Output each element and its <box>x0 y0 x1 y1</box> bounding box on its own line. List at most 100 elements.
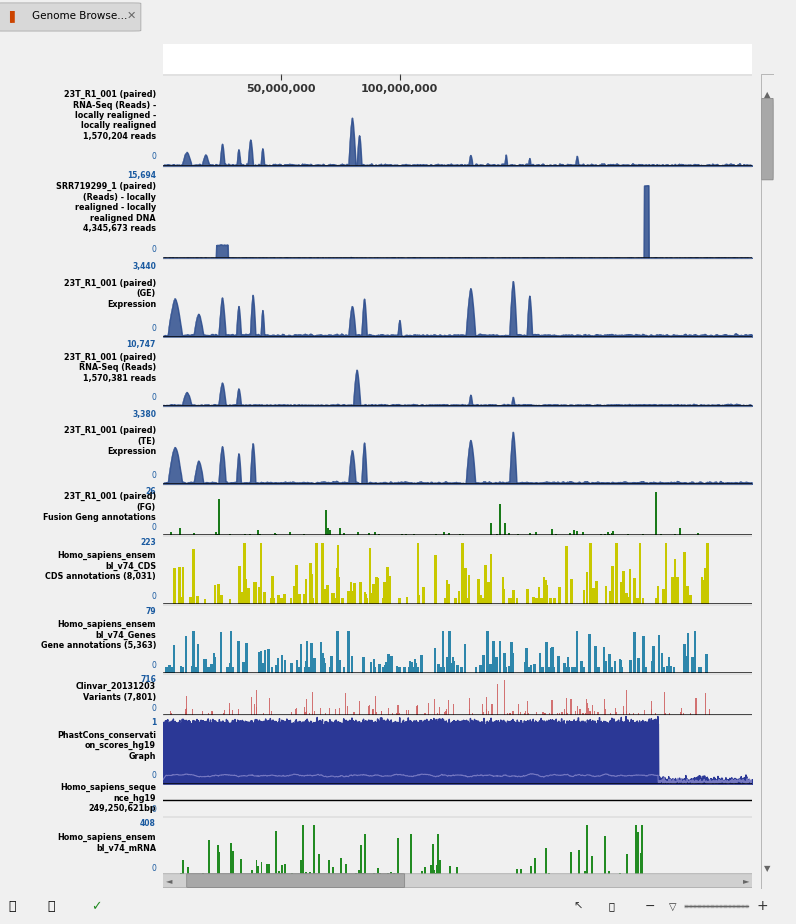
Bar <box>548 712 550 714</box>
Bar <box>683 553 685 604</box>
Bar <box>479 595 482 604</box>
Bar <box>594 711 595 714</box>
Bar <box>340 857 341 876</box>
Bar <box>689 595 692 604</box>
Bar <box>629 569 631 604</box>
Bar <box>545 585 548 604</box>
Bar <box>434 580 436 604</box>
Bar <box>706 543 708 604</box>
Text: Homo_sapiens_ensem
bl_v74_CDS
CDS annotations (8,031): Homo_sapiens_ensem bl_v74_CDS CDS annota… <box>45 551 156 581</box>
Bar <box>417 543 419 604</box>
Bar <box>626 854 628 876</box>
Text: 0: 0 <box>151 394 156 402</box>
Bar <box>443 711 445 714</box>
Bar <box>315 578 318 604</box>
Bar <box>353 589 357 604</box>
Bar <box>357 869 360 876</box>
Bar <box>586 699 587 714</box>
Bar <box>378 664 380 674</box>
Bar <box>449 867 451 876</box>
Bar <box>622 571 625 604</box>
Bar <box>170 711 171 714</box>
Bar <box>321 598 323 604</box>
Bar <box>662 667 665 674</box>
Bar <box>572 667 575 674</box>
Bar <box>691 657 693 674</box>
Bar <box>258 651 260 674</box>
Bar <box>228 667 231 674</box>
Bar <box>464 567 466 604</box>
Bar <box>592 705 593 714</box>
Bar <box>657 635 660 674</box>
Bar <box>424 712 426 714</box>
Bar <box>369 532 370 535</box>
Bar <box>256 866 259 876</box>
Bar <box>497 685 498 714</box>
Bar <box>310 643 313 674</box>
Bar <box>217 852 220 876</box>
Bar <box>373 659 376 674</box>
Bar <box>654 712 656 714</box>
Bar <box>196 596 198 604</box>
Bar <box>482 598 485 604</box>
Bar <box>630 660 632 674</box>
Bar <box>295 565 298 604</box>
Bar <box>192 599 194 604</box>
Bar <box>692 667 694 674</box>
Bar <box>586 572 588 604</box>
Bar <box>479 665 482 674</box>
Bar <box>382 666 384 674</box>
Bar <box>705 654 708 674</box>
Bar <box>229 703 230 714</box>
Bar <box>364 591 366 604</box>
Bar <box>349 582 353 604</box>
Bar <box>615 543 618 604</box>
Bar <box>686 656 689 674</box>
Bar <box>254 704 255 714</box>
Bar <box>533 667 537 674</box>
Bar <box>365 598 369 604</box>
Bar <box>451 663 453 674</box>
Bar <box>563 663 566 674</box>
Bar <box>347 630 349 674</box>
Bar <box>309 712 310 714</box>
Bar <box>307 667 310 674</box>
Bar <box>420 655 423 674</box>
Bar <box>575 711 576 714</box>
Text: 79: 79 <box>146 607 156 616</box>
Bar <box>644 710 646 714</box>
Bar <box>305 665 307 674</box>
Bar <box>595 647 597 674</box>
Text: 23T_R1_001 (paired)
(TE)
Expression: 23T_R1_001 (paired) (TE) Expression <box>64 426 156 456</box>
Bar <box>603 533 606 535</box>
Bar <box>427 703 429 714</box>
Bar <box>382 598 385 604</box>
Bar <box>434 598 436 604</box>
Bar <box>364 834 366 876</box>
Bar <box>338 661 341 674</box>
Text: −: − <box>645 900 655 913</box>
Text: 3,440: 3,440 <box>132 262 156 272</box>
Bar <box>403 667 406 674</box>
Bar <box>374 667 377 674</box>
Text: 23T_R1_001 (paired)
RNA-Seq (Reads) -
locally realigned -
locally realigned
1,57: 23T_R1_001 (paired) RNA-Seq (Reads) - lo… <box>64 90 156 140</box>
Bar <box>223 712 224 714</box>
Bar <box>185 712 186 714</box>
Bar <box>464 598 466 604</box>
Bar <box>451 657 455 674</box>
Bar <box>677 578 679 604</box>
Bar <box>564 667 568 674</box>
Bar <box>538 588 540 604</box>
Bar <box>311 598 314 604</box>
Bar <box>700 667 702 674</box>
Bar <box>596 711 598 714</box>
Bar <box>464 644 466 674</box>
Bar <box>388 708 389 714</box>
Bar <box>548 873 550 876</box>
Bar <box>499 505 501 535</box>
Bar <box>290 663 292 674</box>
Bar <box>674 598 677 604</box>
Bar <box>567 657 569 674</box>
Bar <box>576 630 578 674</box>
Bar <box>665 666 669 674</box>
